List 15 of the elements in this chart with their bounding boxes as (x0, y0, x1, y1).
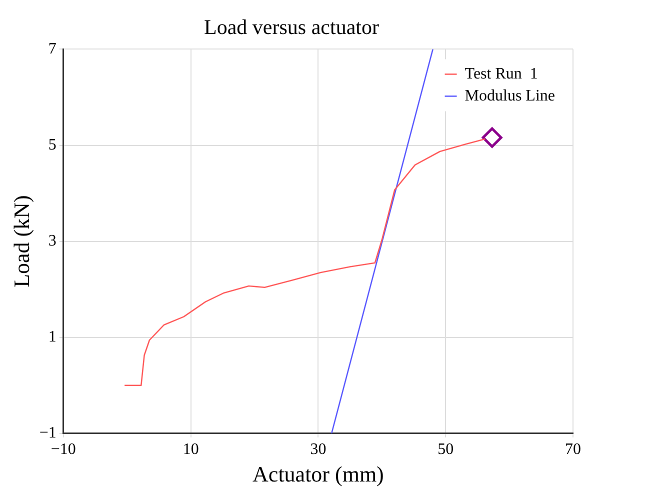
x-tick-label: 30 (310, 441, 326, 458)
legend-label: Modulus Line (464, 87, 555, 104)
x-tick-label: −10 (50, 441, 76, 458)
y-tick-label: 7 (48, 40, 56, 58)
x-tick-label: 70 (565, 441, 581, 458)
y-tick-label: 1 (48, 328, 56, 346)
chart-title: Load versus actuator (204, 15, 379, 40)
y-tick-label: −1 (39, 424, 56, 442)
y-tick-label: 3 (48, 232, 56, 250)
x-axis-title: Actuator (mm) (252, 462, 384, 487)
legend-label: Test Run 1 (464, 65, 538, 82)
y-axis-title: Load (kN) (8, 195, 34, 288)
x-tick-label: 50 (438, 441, 454, 458)
x-tick-label: 10 (182, 441, 199, 458)
y-tick-label: 5 (48, 136, 56, 154)
